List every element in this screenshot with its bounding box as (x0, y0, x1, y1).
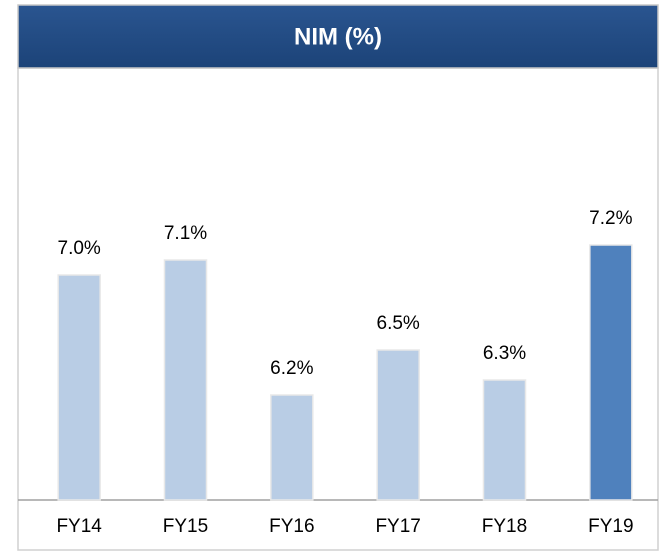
bar (57, 274, 101, 501)
value-label: 6.5% (377, 313, 420, 334)
x-tick-label: FY18 (482, 516, 527, 537)
bar (376, 349, 420, 501)
bar (589, 244, 633, 501)
bar (482, 379, 527, 501)
x-tick-label: FY16 (269, 516, 314, 537)
x-tick-label: FY14 (56, 516, 102, 537)
value-label: 7.2% (589, 208, 632, 229)
x-tick-label: FY15 (163, 516, 208, 537)
plot-frame (17, 67, 659, 551)
chart-title: NIM (%) (294, 23, 382, 50)
x-tick-label: FY17 (375, 516, 420, 537)
value-label: 7.1% (164, 223, 207, 244)
value-label: 7.0% (58, 238, 101, 259)
bar (270, 394, 314, 501)
x-tick-label: FY19 (588, 516, 633, 537)
value-label: 6.2% (270, 358, 313, 379)
header-banner (17, 4, 659, 69)
value-label: 6.3% (483, 343, 526, 364)
bar (163, 259, 208, 501)
